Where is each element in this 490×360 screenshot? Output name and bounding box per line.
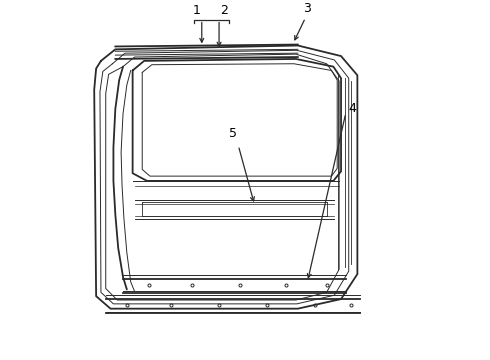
- Text: 1: 1: [193, 4, 201, 17]
- Text: 3: 3: [303, 2, 311, 15]
- Text: 5: 5: [229, 127, 238, 140]
- Text: 2: 2: [220, 4, 228, 17]
- Text: 4: 4: [349, 102, 357, 116]
